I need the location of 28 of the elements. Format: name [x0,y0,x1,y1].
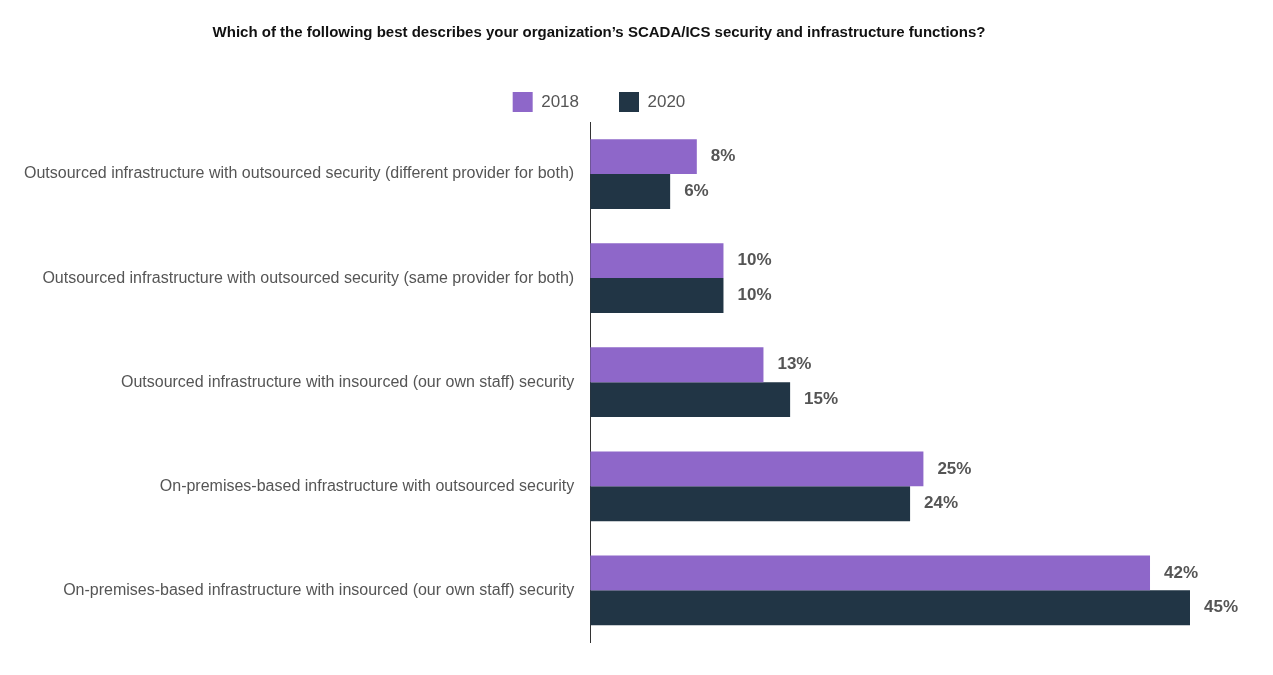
bar [590,555,1151,591]
bar [590,382,791,418]
data-label: 8% [710,146,736,166]
bar [590,278,724,313]
bar [590,243,724,279]
data-label: 13% [777,354,812,374]
y-tick-label: Outsourced infrastructure with insourced (our own staff) security [120,372,575,390]
data-label: 10% [737,285,772,305]
y-tick-label: Outsourced infrastructure with outsourced security (same provider for both) [42,268,575,286]
data-label: 24% [924,493,959,513]
chart-title: Which of the following best describes your organization’s SCADA/ICS security and infrastructure functions? [212,23,986,41]
data-label: 25% [937,458,972,478]
bar [590,486,911,522]
bar [590,590,1190,626]
y-tick-label: On-premises-based infrastructure with insourced (our own staff) security [63,580,575,598]
y-tick-label: On-premises-based infrastructure with outsourced security [159,476,575,494]
data-label: 6% [684,181,709,201]
bar [590,174,671,209]
legend-label: 2018 [541,91,580,111]
data-label: 42% [1164,562,1199,582]
legend-label: 2020 [647,91,686,111]
bar [590,451,924,487]
data-label: 15% [804,389,839,409]
data-label: 45% [1204,597,1239,617]
bar [590,139,697,175]
y-tick-label: Outsourced infrastructure with outsourced security (different provider for both) [23,164,575,182]
data-label: 10% [737,250,772,270]
bar [590,347,764,383]
